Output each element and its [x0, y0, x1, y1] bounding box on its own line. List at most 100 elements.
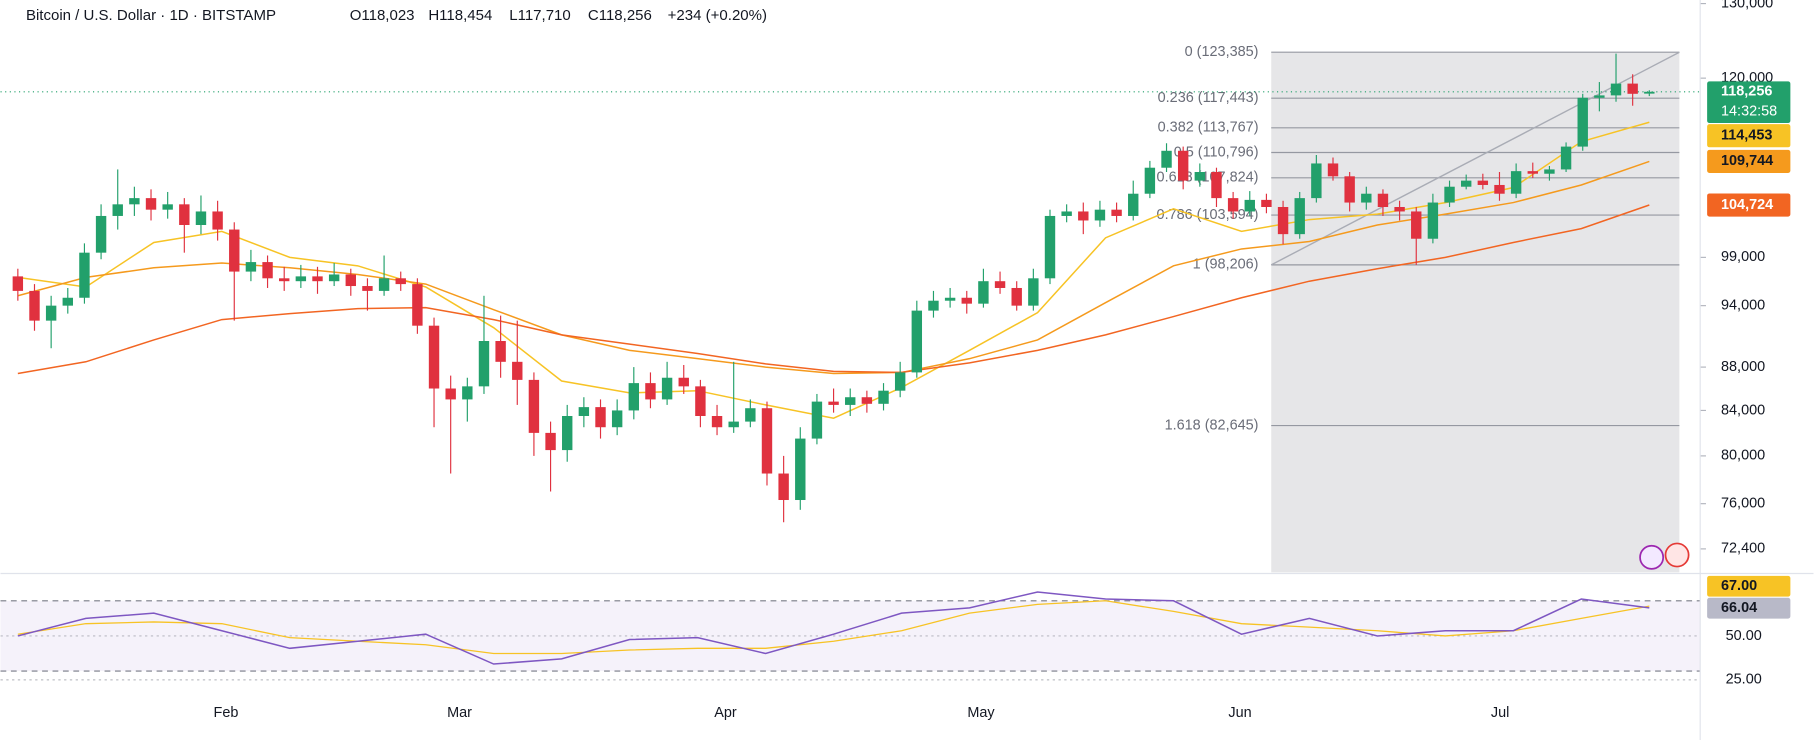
candle-body	[1594, 95, 1605, 98]
moving-average-line	[17, 160, 1650, 375]
candle-body	[928, 300, 939, 311]
candle-body	[1527, 171, 1538, 174]
candle-body	[179, 204, 190, 225]
candle-body	[1560, 146, 1572, 170]
candle-body	[611, 410, 623, 428]
candle-body	[1444, 186, 1455, 203]
candle-body	[761, 408, 773, 474]
fib-label: 0.382 (113,767)	[1158, 120, 1259, 136]
candle-body	[661, 377, 673, 400]
candle-body	[861, 397, 873, 404]
candle-body	[1078, 211, 1089, 221]
rsi-tick-label: 50.00	[1726, 628, 1762, 644]
candle-body	[12, 276, 24, 291]
candle-body	[378, 278, 390, 291]
moving-average-line	[17, 121, 1650, 419]
candle-body	[545, 432, 556, 451]
candle-body	[778, 473, 789, 501]
candle-body	[362, 286, 373, 291]
candle-body	[894, 372, 906, 391]
icon	[1639, 544, 1665, 570]
rsi-value-label: 66.04	[1721, 600, 1757, 616]
candle-body	[1644, 91, 1655, 94]
candle-body	[978, 281, 989, 304]
candle-body	[478, 341, 490, 387]
candle-body	[95, 215, 107, 253]
candle-body	[1377, 193, 1389, 207]
candle-body	[695, 386, 706, 416]
candle-body	[328, 274, 340, 282]
candle-body	[795, 438, 806, 501]
candle-body	[562, 415, 573, 451]
candle-body	[245, 262, 257, 272]
candle-body	[345, 274, 356, 287]
candle-body	[1061, 211, 1072, 216]
candle-body	[1177, 150, 1189, 181]
candle-body	[395, 278, 406, 285]
y-tick-label: 88,000	[1721, 359, 1765, 375]
header-value: C118,256	[588, 7, 652, 24]
candle-body	[595, 407, 606, 428]
y-tick-label: 94,000	[1721, 297, 1765, 313]
indicator-icons	[1639, 542, 1690, 570]
candle-body	[745, 408, 756, 422]
chart-title: Bitcoin / U.S. Dollar · 1D · BITSTAMP	[26, 7, 276, 24]
candle-body	[528, 379, 540, 433]
candle-body	[512, 361, 523, 380]
y-tick-label: 130,000	[1721, 0, 1773, 11]
y-tick-label: 72,400	[1721, 541, 1765, 557]
candle-body	[1111, 209, 1122, 216]
candle-body	[645, 383, 656, 400]
candle-body	[1344, 176, 1355, 203]
header-value: H118,454	[428, 7, 492, 24]
rsi-value-box	[1707, 597, 1791, 619]
fib-label: 0.236 (117,443)	[1158, 90, 1259, 106]
candle-body	[428, 325, 440, 389]
candle-body	[1311, 163, 1322, 199]
candle-body	[462, 386, 473, 400]
candle-body	[79, 252, 90, 298]
candle-body	[711, 415, 723, 428]
candle-body	[728, 421, 739, 428]
candle-body	[412, 284, 423, 326]
y-tick-label: 76,000	[1721, 495, 1765, 511]
candle-body	[45, 305, 57, 321]
candle-body	[229, 229, 240, 272]
fib-label: 1 (98,206)	[1193, 257, 1259, 273]
x-tick-label: Mar	[447, 705, 472, 721]
candle-body	[1161, 150, 1172, 168]
rsi-ma-line	[17, 600, 1650, 655]
fib-label: 0.618 (107,824)	[1157, 170, 1259, 186]
candle-body	[129, 198, 140, 205]
candle-body	[312, 276, 323, 282]
countdown-label: 14:32:58	[1721, 103, 1777, 119]
candle-body	[1544, 169, 1555, 174]
candle-body	[112, 204, 123, 216]
ma-value-label: 114,453	[1721, 128, 1772, 144]
candle-body	[1294, 198, 1305, 235]
fib-label: 0 (123,385)	[1185, 44, 1259, 60]
last-price-box	[1707, 81, 1791, 124]
x-tick-label: Apr	[714, 705, 737, 721]
candle-body	[1610, 83, 1622, 96]
candle-body	[1277, 206, 1289, 235]
candle-body	[1094, 209, 1106, 221]
candle-body	[628, 383, 640, 411]
candle-body	[1460, 180, 1472, 187]
candle-body	[262, 262, 273, 279]
candle-body	[1477, 180, 1489, 185]
axis-layer: 130,000120,00099,00094,00088,00084,00080…	[214, 0, 1791, 721]
candle-body	[994, 281, 1006, 288]
rsi-tick-label: 25.00	[1726, 672, 1762, 688]
fib-shade	[1271, 52, 1680, 573]
candle-body	[29, 290, 40, 321]
candle-body	[1261, 199, 1272, 207]
x-tick-label: May	[967, 705, 995, 721]
candle-body	[828, 401, 839, 405]
candle-body	[578, 407, 590, 416]
candle-body	[1411, 211, 1422, 239]
candle-body	[295, 276, 307, 282]
candle-body	[1510, 171, 1522, 194]
